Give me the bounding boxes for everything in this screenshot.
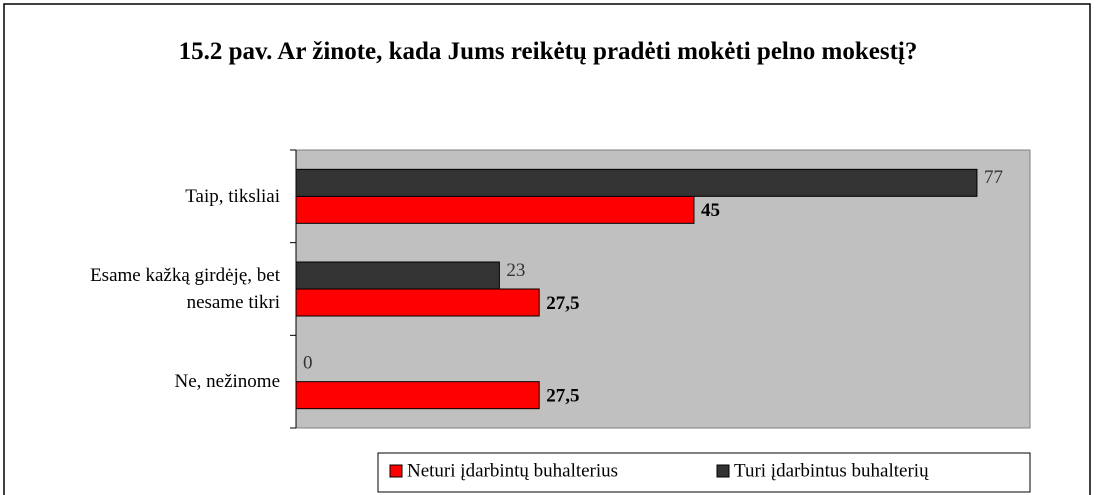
legend-swatch — [716, 464, 730, 478]
value-label: 77 — [984, 167, 1003, 188]
value-label: 23 — [506, 260, 525, 281]
category-label: Esame kažką girdėję, bet nesame tikri — [90, 264, 280, 313]
legend-swatch — [389, 464, 403, 478]
bar — [295, 195, 695, 224]
legend-label: Turi įdarbintus buhalterių — [734, 460, 929, 481]
category-label: Taip, tiksliai — [185, 185, 280, 207]
value-label: 45 — [701, 200, 720, 221]
legend — [377, 452, 1031, 493]
bar — [295, 381, 540, 410]
value-label: 27,5 — [546, 386, 579, 407]
category-box: Taip, tiksliai — [185, 185, 280, 207]
bar — [295, 168, 978, 197]
category-label: Ne, nežinome — [174, 371, 280, 393]
legend-label: Neturi įdarbintų buhalterius — [407, 460, 618, 481]
category-box: Esame kažką girdėję, bet nesame tikri — [90, 264, 280, 313]
bar — [295, 288, 540, 317]
bar — [295, 261, 500, 290]
category-box: Ne, nežinome — [174, 371, 280, 393]
chart-title: 15.2 pav. Ar žinote, kada Jums reikėtų p… — [178, 38, 918, 65]
title-box: 15.2 pav. Ar žinote, kada Jums reikėtų p… — [178, 38, 918, 65]
value-label: 27,5 — [546, 293, 579, 314]
value-label: 0 — [303, 353, 313, 374]
